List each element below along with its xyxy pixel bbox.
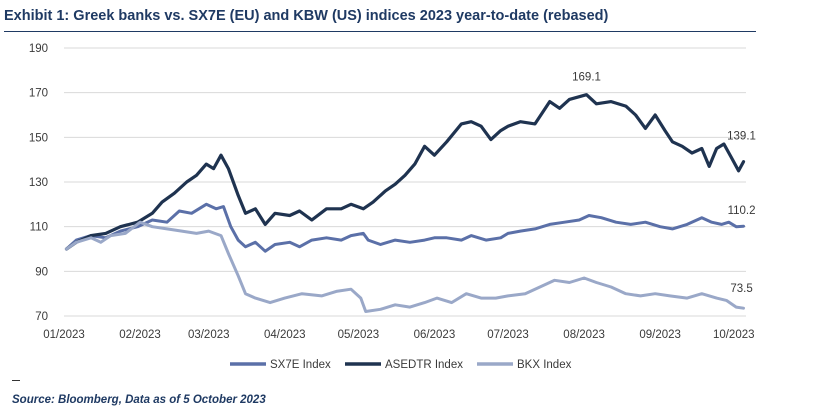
y-tick-label: 170 xyxy=(29,88,48,100)
x-tick-label: 09/2023 xyxy=(639,329,681,341)
end-value-label: 139.1 xyxy=(727,131,756,143)
legend-label: BKX Index xyxy=(517,359,572,371)
legend-label: SX7E Index xyxy=(270,359,331,371)
y-tick-label: 70 xyxy=(35,311,48,323)
x-tick-label: 06/2023 xyxy=(414,329,456,341)
x-tick-label: 01/2023 xyxy=(43,329,85,341)
x-tick-label: 05/2023 xyxy=(338,329,380,341)
series-line-sx7e xyxy=(65,202,745,253)
legend: SX7E Index ASEDTR Index BKX Index xyxy=(230,359,572,371)
peak-value-label: 169.1 xyxy=(572,72,601,84)
end-value-label: 110.2 xyxy=(728,205,756,217)
series-line-bkx xyxy=(65,220,745,313)
series-line-asedtr xyxy=(64,93,746,251)
x-tick-label: 07/2023 xyxy=(487,329,529,341)
x-tick-label: 08/2023 xyxy=(563,329,605,341)
series-lines xyxy=(64,93,746,313)
value-labels: 110.2 139.1 169.1 73.5 xyxy=(572,72,756,296)
y-tick-label: 190 xyxy=(29,43,48,55)
title-divider xyxy=(4,31,756,32)
x-tick-label: 03/2023 xyxy=(188,329,230,341)
y-tick-label: 110 xyxy=(30,222,48,234)
x-tick-label: 04/2023 xyxy=(264,329,306,341)
source-note: Source: Bloomberg, Data as of 5 October … xyxy=(12,394,266,406)
y-tick-label: 130 xyxy=(29,177,48,189)
x-tick-label: 02/2023 xyxy=(119,329,161,341)
x-tick-label: 10/2023 xyxy=(713,329,755,341)
end-value-label: 73.5 xyxy=(730,283,752,295)
chart-title: Exhibit 1: Greek banks vs. SX7E (EU) and… xyxy=(4,8,609,24)
gridlines xyxy=(64,47,746,317)
line-chart: 190 170 150 130 110 90 70 01/2023 02/2023 03/202… xyxy=(29,43,756,371)
y-tick-label: 150 xyxy=(29,132,48,144)
footnote-mark xyxy=(12,380,20,381)
legend-label: ASEDTR Index xyxy=(385,359,463,371)
x-axis-ticks: 01/2023 02/2023 03/2023 04/2023 05/2023 06/20… xyxy=(43,329,754,341)
y-tick-label: 90 xyxy=(35,266,48,278)
y-axis-ticks: 190 170 150 130 110 90 70 xyxy=(29,43,48,323)
